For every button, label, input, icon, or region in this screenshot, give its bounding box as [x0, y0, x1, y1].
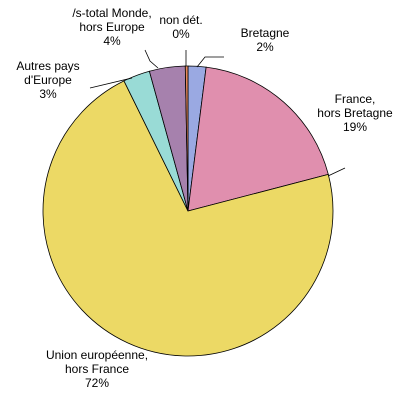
leader-line-0	[196, 56, 224, 68]
slice-label-0: Bretagne 2%	[241, 26, 290, 54]
leader-line-1	[327, 167, 346, 177]
slice-label-2: Union européenne, hors France 72%	[46, 348, 148, 390]
slice-label-1: France, hors Bretagne 19%	[317, 92, 393, 134]
pie-slice-5	[184, 65, 189, 212]
pie-slice-2	[42, 80, 334, 357]
pie-slice-1	[187, 66, 329, 212]
slice-label-3: Autres pays d'Europe 3%	[16, 59, 79, 101]
leader-line-4	[144, 49, 159, 69]
leader-line-3	[89, 77, 133, 89]
slice-label-4: /s-total Monde, hors Europe 4%	[72, 6, 151, 48]
slice-label-5: non dét. 0%	[159, 13, 202, 41]
